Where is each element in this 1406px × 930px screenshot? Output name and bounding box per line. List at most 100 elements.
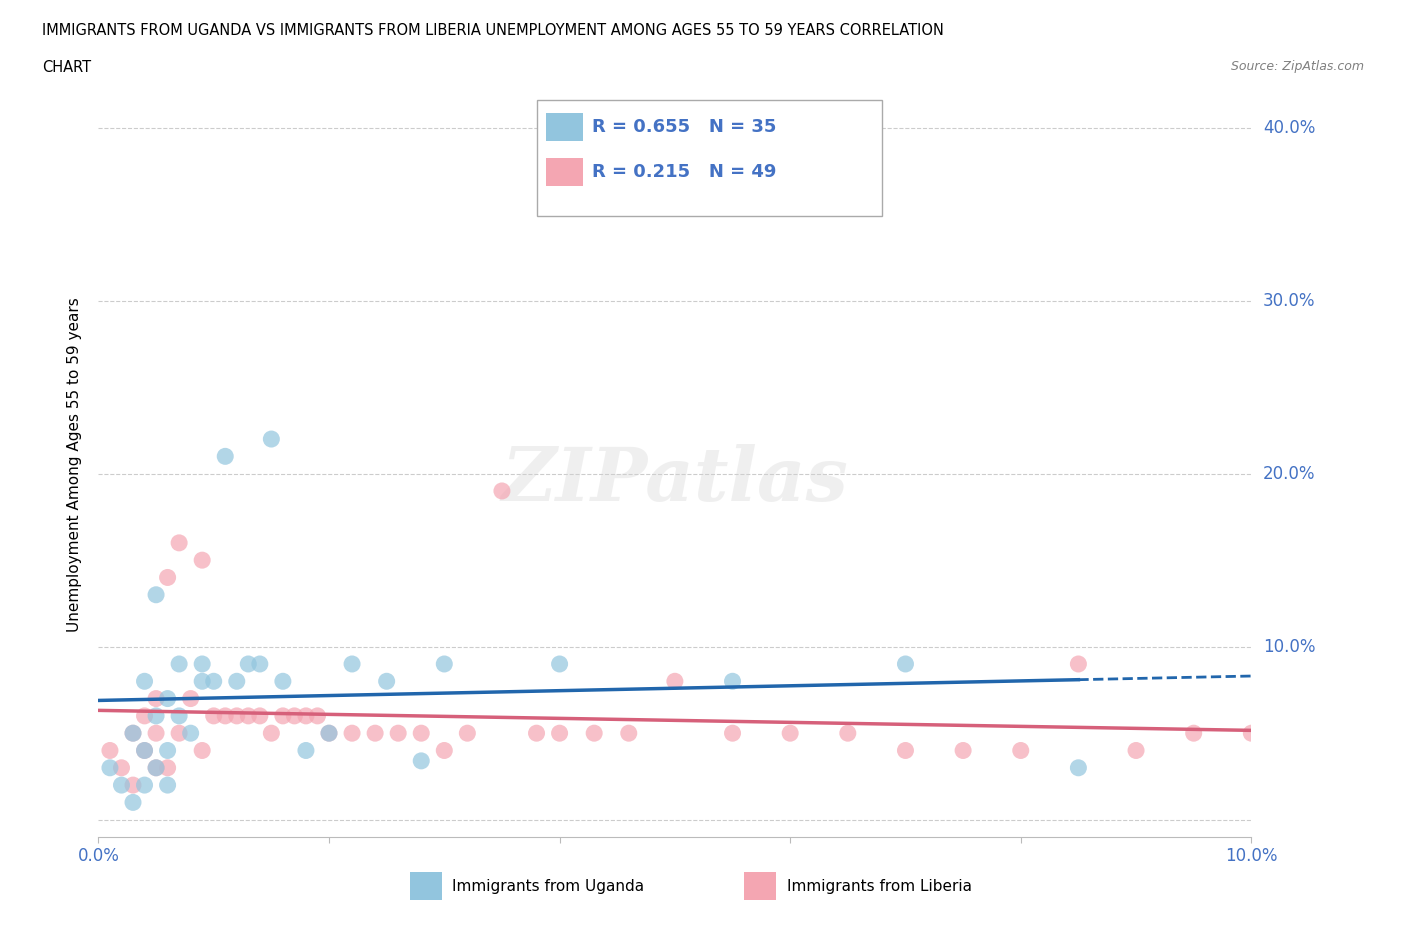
Point: [779, 725, 801, 740]
Point: [145, 588, 167, 603]
Point: [617, 725, 640, 740]
Point: [98, 761, 121, 776]
Text: Immigrants from Liberia: Immigrants from Liberia: [787, 879, 972, 894]
Point: [283, 709, 305, 724]
Point: [340, 657, 363, 671]
Point: [110, 777, 132, 792]
Point: [894, 743, 917, 758]
Point: [214, 449, 236, 464]
Point: [433, 657, 456, 671]
Point: [1010, 743, 1032, 758]
Text: ZIPatlas: ZIPatlas: [502, 444, 848, 516]
Point: [411, 725, 433, 740]
Point: [837, 725, 859, 740]
Point: [98, 743, 121, 758]
Point: [375, 674, 398, 689]
Point: [295, 709, 318, 724]
Point: [145, 761, 167, 776]
Point: [433, 743, 456, 758]
Point: [156, 570, 179, 585]
Point: [894, 657, 917, 671]
Point: [548, 725, 571, 740]
Point: [214, 709, 236, 724]
Point: [526, 725, 548, 740]
Point: [271, 674, 294, 689]
Point: [318, 725, 340, 740]
Point: [1067, 657, 1090, 671]
Bar: [546, 158, 582, 186]
Text: Source: ZipAtlas.com: Source: ZipAtlas.com: [1230, 60, 1364, 73]
Point: [180, 725, 202, 740]
Text: R = 0.655   N = 35: R = 0.655 N = 35: [592, 118, 776, 136]
Point: [145, 761, 167, 776]
Point: [238, 709, 260, 724]
Point: [548, 657, 571, 671]
Point: [134, 709, 156, 724]
Point: [260, 432, 283, 446]
Text: 20.0%: 20.0%: [1263, 465, 1316, 483]
Text: IMMIGRANTS FROM UGANDA VS IMMIGRANTS FROM LIBERIA UNEMPLOYMENT AMONG AGES 55 TO : IMMIGRANTS FROM UGANDA VS IMMIGRANTS FRO…: [42, 23, 943, 38]
Point: [122, 725, 145, 740]
Point: [122, 725, 145, 740]
Bar: [409, 872, 441, 900]
Text: R = 0.215   N = 49: R = 0.215 N = 49: [592, 163, 776, 180]
Point: [364, 725, 387, 740]
Point: [134, 743, 156, 758]
Point: [202, 709, 225, 724]
Text: CHART: CHART: [42, 60, 91, 75]
Point: [167, 725, 190, 740]
Point: [156, 777, 179, 792]
Point: [191, 552, 214, 567]
Point: [167, 536, 190, 551]
Point: [202, 674, 225, 689]
Point: [225, 709, 247, 724]
Point: [110, 761, 132, 776]
Point: [664, 674, 686, 689]
Point: [721, 674, 744, 689]
Y-axis label: Unemployment Among Ages 55 to 59 years: Unemployment Among Ages 55 to 59 years: [67, 298, 83, 632]
Point: [249, 657, 271, 671]
Point: [318, 725, 340, 740]
Point: [411, 753, 433, 768]
Point: [191, 657, 214, 671]
Text: 10.0%: 10.0%: [1263, 638, 1316, 656]
Point: [145, 709, 167, 724]
Point: [134, 743, 156, 758]
Point: [134, 674, 156, 689]
Point: [1125, 743, 1147, 758]
Point: [952, 743, 974, 758]
Point: [167, 709, 190, 724]
Point: [721, 725, 744, 740]
Point: [122, 777, 145, 792]
FancyBboxPatch shape: [537, 100, 883, 216]
Point: [156, 761, 179, 776]
Point: [180, 691, 202, 706]
Point: [167, 657, 190, 671]
Point: [225, 674, 247, 689]
Point: [260, 725, 283, 740]
Point: [1240, 725, 1263, 740]
Point: [295, 743, 318, 758]
Bar: [744, 872, 776, 900]
Bar: [546, 113, 582, 141]
Point: [491, 484, 513, 498]
Text: Immigrants from Uganda: Immigrants from Uganda: [453, 879, 644, 894]
Text: 40.0%: 40.0%: [1263, 119, 1315, 137]
Point: [583, 725, 606, 740]
Point: [271, 709, 294, 724]
Point: [191, 674, 214, 689]
Point: [122, 795, 145, 810]
Point: [307, 709, 329, 724]
Point: [387, 725, 409, 740]
Point: [456, 725, 478, 740]
Point: [1067, 761, 1090, 776]
Point: [191, 743, 214, 758]
Point: [340, 725, 363, 740]
Point: [145, 725, 167, 740]
Point: [1182, 725, 1205, 740]
Point: [134, 777, 156, 792]
Text: 30.0%: 30.0%: [1263, 292, 1316, 310]
Point: [156, 743, 179, 758]
Point: [156, 691, 179, 706]
Point: [249, 709, 271, 724]
